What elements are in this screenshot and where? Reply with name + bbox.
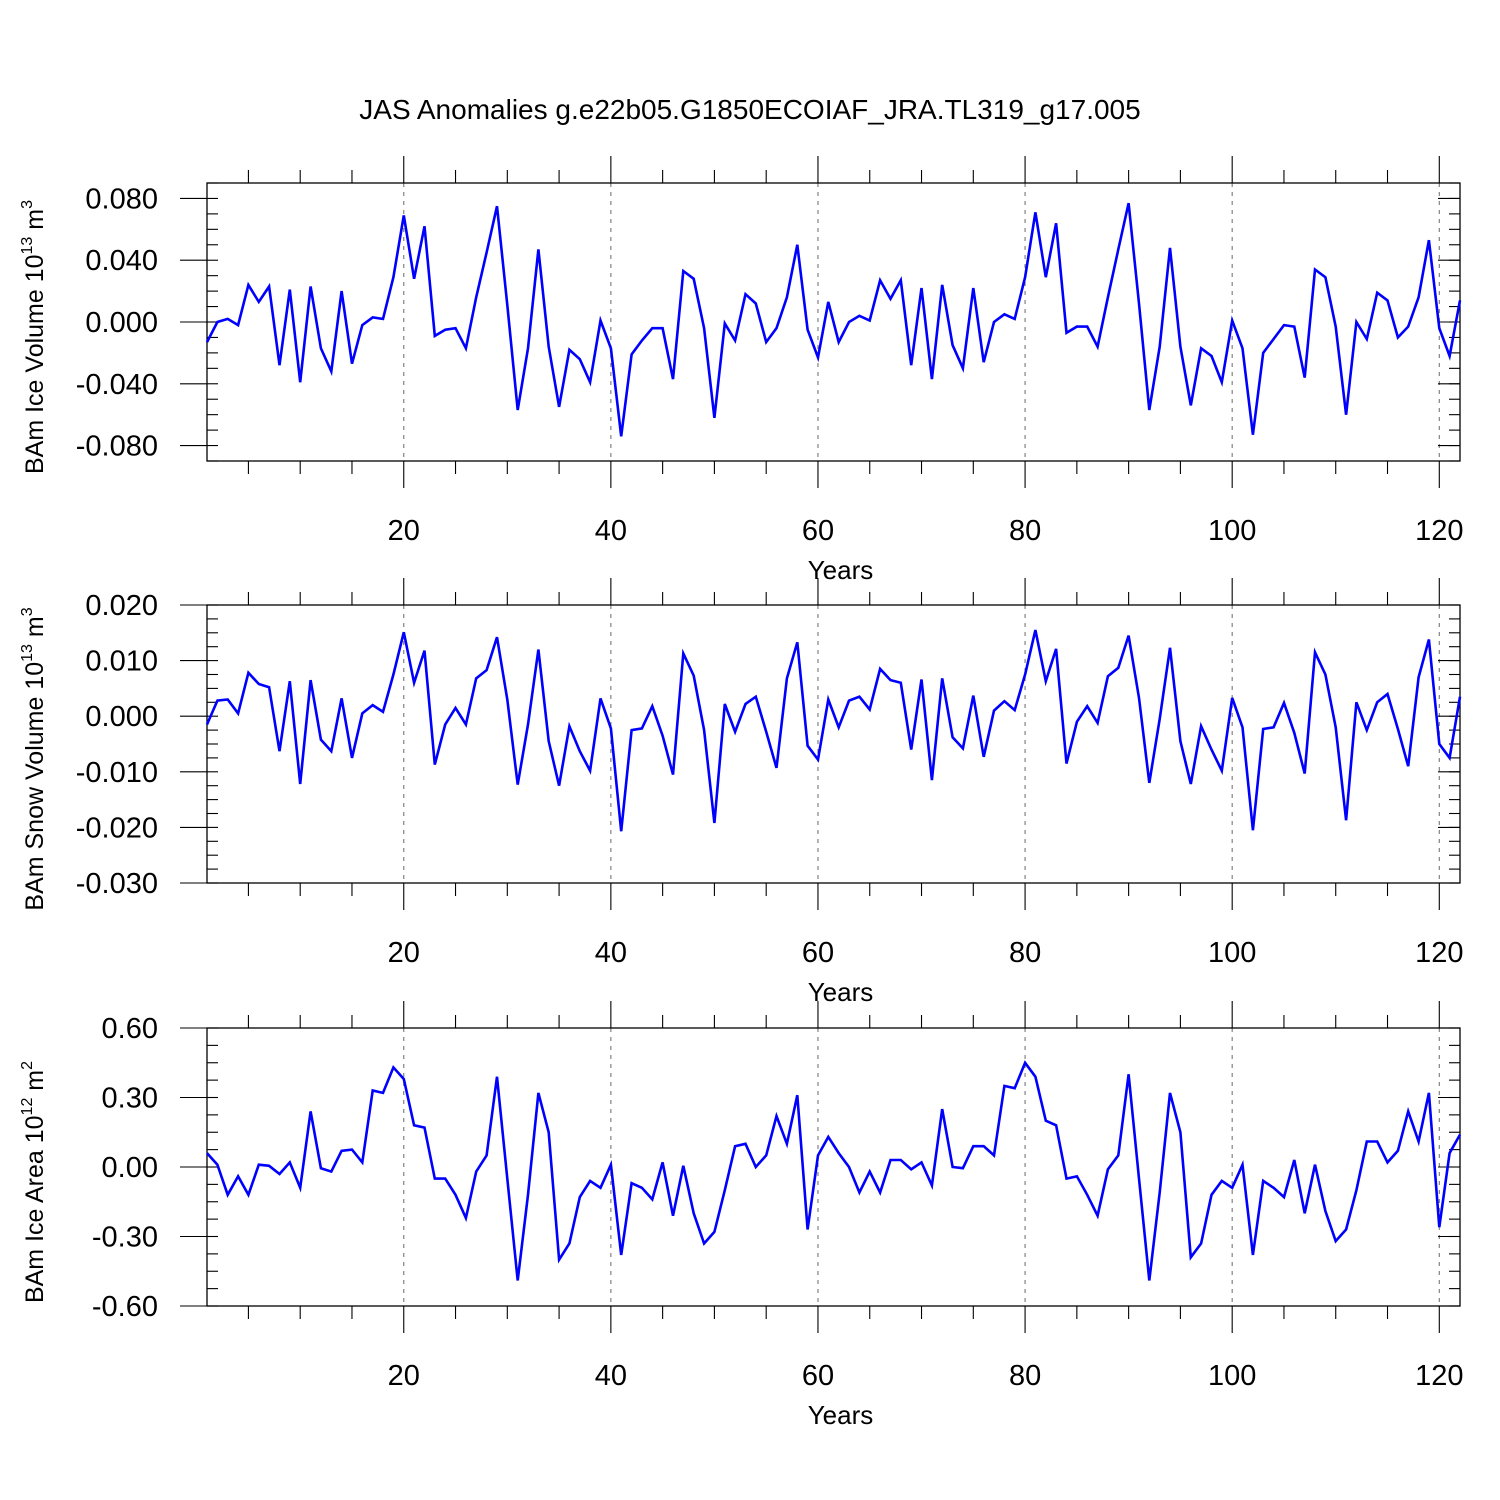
x-tick-label: 40 [595,515,627,547]
x-tick-label: 120 [1415,937,1463,969]
x-tick-label: 120 [1415,1360,1463,1392]
x-tick-label: 100 [1208,937,1256,969]
x-axis-label: Years [808,977,874,1007]
series-line [206,1060,1462,1281]
x-tick-label: 80 [1009,515,1041,547]
x-tick-label: 60 [802,937,834,969]
x-tick-label: 20 [388,937,420,969]
panel-1: 20 40 60 80 100 120 0.080 0.040 0.000 -0.040 -0.08… [19,156,1463,585]
x-tick-label: 40 [595,1360,627,1392]
x-axis-label: Years [808,1400,874,1430]
y-tick-label: 0.00 [102,1152,158,1184]
plot-frame [206,604,1461,884]
y-tick-label: 0.020 [85,590,158,622]
y-tick-label: 0.30 [102,1083,158,1115]
x-tick-label: 100 [1208,515,1256,547]
y-tick-label: -0.040 [76,369,158,401]
y-tick-label: 0.000 [85,307,158,339]
y-tick-label: -0.30 [92,1222,158,1254]
panel-3: 20 40 60 80 100 120 0.60 0.30 0.00 -0.30 -0.60 Year… [19,1001,1463,1430]
series-line [205,202,1462,437]
x-tick-label: 80 [1009,1360,1041,1392]
chart-title: JAS Anomalies g.e22b05.G1850ECOIAF_JRA.T… [359,94,1140,125]
x-tick-label: 100 [1208,1360,1256,1392]
y-axis-label: BAm Snow Volume 1013 m3 [19,607,49,910]
x-tick-label: 120 [1415,515,1463,547]
y-tick-label: -0.020 [76,812,158,844]
y-tick-label: -0.60 [92,1291,158,1323]
y-tick-label: 0.040 [85,245,158,277]
series-line [205,629,1462,832]
x-tick-label: 40 [595,937,627,969]
y-tick-label: 0.010 [85,646,158,678]
x-tick-label: 60 [802,515,834,547]
y-tick-label: -0.080 [76,431,158,463]
y-axis-label: BAm Ice Area 1012 m2 [19,1061,49,1303]
x-tick-label: 60 [802,1360,834,1392]
panel-2: 20 40 60 80 100 120 0.020 0.010 0.000 -0.010 -0.02… [19,578,1463,1007]
y-tick-label: 0.000 [85,701,158,733]
y-tick-label: 0.080 [85,183,158,215]
y-tick-label: 0.60 [102,1013,158,1045]
x-tick-label: 20 [388,1360,420,1392]
y-tick-label: -0.010 [76,757,158,789]
x-tick-label: 20 [388,515,420,547]
x-tick-label: 80 [1009,937,1041,969]
y-tick-label: -0.030 [76,868,158,900]
x-axis-label: Years [808,555,874,585]
y-axis-label: BAm Ice Volume 1013 m3 [19,200,49,474]
